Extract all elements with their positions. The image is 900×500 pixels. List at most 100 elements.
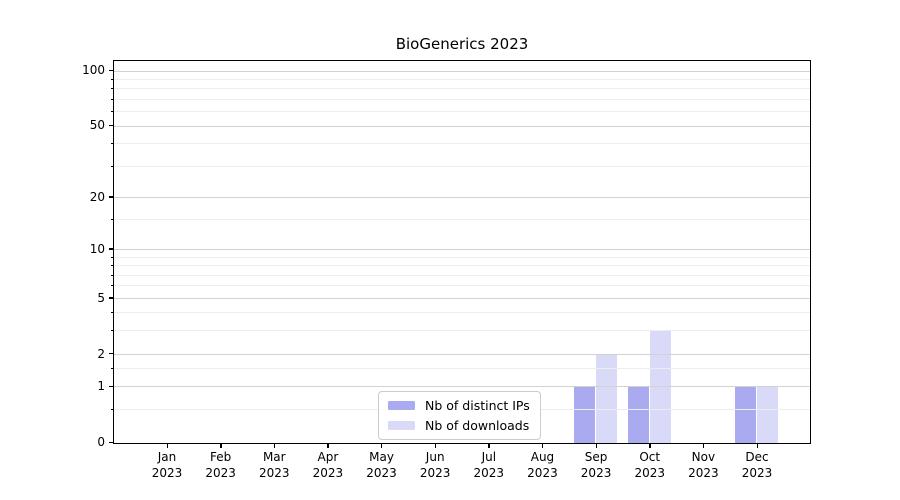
- x-tick-label: May 2023: [352, 450, 412, 481]
- y-minor-tick-mark: [111, 330, 113, 332]
- minor-gridline: [114, 98, 810, 100]
- minor-gridline: [114, 330, 810, 332]
- distinct-ips-swatch: [388, 401, 415, 410]
- y-minor-tick-mark: [111, 218, 113, 220]
- y-tick-mark: [109, 69, 113, 72]
- x-tick-mark: [273, 444, 276, 448]
- x-tick-month: Jan: [157, 450, 177, 464]
- x-tick-year: 2023: [473, 465, 505, 480]
- x-tick-year: 2023: [527, 465, 558, 480]
- y-tick-label: 1: [97, 379, 105, 394]
- x-tick-month: Aug: [530, 450, 555, 464]
- x-tick-month: Feb: [210, 450, 232, 464]
- legend-item-distinct-ips: Nb of distinct IPs: [388, 398, 530, 413]
- x-tick-year: 2023: [312, 465, 344, 480]
- x-tick-label: Oct 2023: [620, 450, 680, 481]
- x-tick-label: Aug 2023: [512, 450, 572, 481]
- y-minor-tick-mark: [111, 285, 113, 287]
- x-tick-mark: [595, 444, 597, 448]
- x-tick-year: 2023: [580, 465, 612, 480]
- y-minor-tick-mark: [111, 111, 113, 113]
- x-tick-label: Jan 2023: [137, 450, 197, 481]
- y-minor-tick-mark: [111, 78, 113, 80]
- minor-gridline: [114, 143, 810, 145]
- plot-area: [113, 60, 811, 444]
- y-tick-mark: [109, 353, 113, 355]
- y-minor-tick-mark: [111, 98, 113, 100]
- x-tick-mark: [327, 444, 329, 448]
- x-tick-label: Mar 2023: [244, 450, 304, 481]
- x-tick-month: Mar: [262, 450, 286, 464]
- x-tick-label: Jul 2023: [459, 450, 519, 481]
- minor-gridline: [114, 368, 810, 370]
- y-minor-tick-mark: [111, 368, 113, 370]
- x-tick-year: 2023: [741, 465, 773, 480]
- distinct-ips-bar: [735, 387, 756, 443]
- major-gridline: [114, 249, 810, 250]
- chart-title: BioGenerics 2023: [395, 35, 529, 53]
- distinct-ips-bar: [574, 387, 596, 443]
- y-tick-label: 100: [82, 63, 105, 78]
- major-gridline: [114, 196, 810, 198]
- minor-gridline: [114, 78, 810, 80]
- minor-gridline: [114, 312, 810, 314]
- legend-label-distinct-ips: Nb of distinct IPs: [425, 398, 530, 413]
- x-tick-month: Nov: [691, 450, 716, 464]
- y-minor-tick-mark: [111, 256, 113, 258]
- y-minor-tick-mark: [111, 274, 113, 276]
- x-tick-month: Sep: [584, 450, 608, 464]
- major-gridline: [114, 297, 810, 299]
- y-minor-tick-mark: [111, 88, 113, 90]
- minor-gridline: [114, 256, 810, 258]
- x-tick-year: 2023: [419, 465, 451, 480]
- x-tick-mark: [541, 444, 544, 448]
- y-tick-mark: [109, 441, 113, 443]
- x-tick-mark: [488, 444, 490, 448]
- x-tick-year: 2023: [205, 465, 236, 480]
- minor-gridline: [114, 274, 810, 276]
- distinct-ips-bar: [627, 387, 649, 443]
- y-tick-mark: [109, 297, 113, 299]
- downloads-swatch: [388, 421, 415, 430]
- y-tick-label: 2: [97, 346, 105, 361]
- major-gridline: [114, 386, 810, 388]
- y-tick-label: 20: [89, 189, 105, 204]
- downloads-bar: [757, 387, 778, 443]
- y-minor-tick-mark: [111, 409, 113, 411]
- x-tick-mark: [381, 444, 383, 448]
- x-tick-mark: [220, 444, 222, 448]
- x-tick-mark: [434, 444, 437, 448]
- y-tick-mark: [109, 385, 113, 388]
- y-minor-tick-mark: [111, 265, 113, 267]
- x-tick-month: Oct: [639, 450, 661, 464]
- y-tick-label: 0: [97, 435, 105, 449]
- minor-gridline: [114, 265, 810, 267]
- major-gridline: [114, 125, 810, 127]
- x-tick-label: Jun 2023: [405, 450, 465, 481]
- x-tick-mark: [649, 444, 651, 448]
- y-minor-tick-mark: [111, 165, 113, 167]
- x-tick-year: 2023: [688, 465, 719, 480]
- legend-item-downloads: Nb of downloads: [388, 418, 530, 433]
- x-tick-mark: [702, 444, 705, 448]
- y-minor-tick-mark: [111, 312, 113, 314]
- x-tick-month: Apr: [317, 450, 339, 464]
- downloads-bar: [596, 354, 618, 443]
- y-minor-tick-mark: [111, 143, 113, 145]
- y-tick-label: 50: [89, 118, 105, 133]
- x-tick-year: 2023: [634, 465, 665, 480]
- y-tick-mark: [109, 196, 113, 198]
- x-tick-month: May: [369, 450, 394, 464]
- x-tick-label: Feb 2023: [191, 450, 251, 481]
- downloads-bar: [649, 331, 671, 443]
- minor-gridline: [114, 218, 810, 220]
- major-gridline: [114, 353, 810, 355]
- x-tick-month: Jul: [481, 450, 497, 464]
- legend: Nb of distinct IPs Nb of downloads: [378, 391, 541, 440]
- x-tick-label: Dec 2023: [727, 450, 787, 481]
- x-tick-mark: [166, 444, 168, 448]
- x-tick-label: Apr 2023: [298, 450, 358, 481]
- x-tick-label: Sep 2023: [566, 450, 626, 481]
- x-tick-year: 2023: [258, 465, 290, 480]
